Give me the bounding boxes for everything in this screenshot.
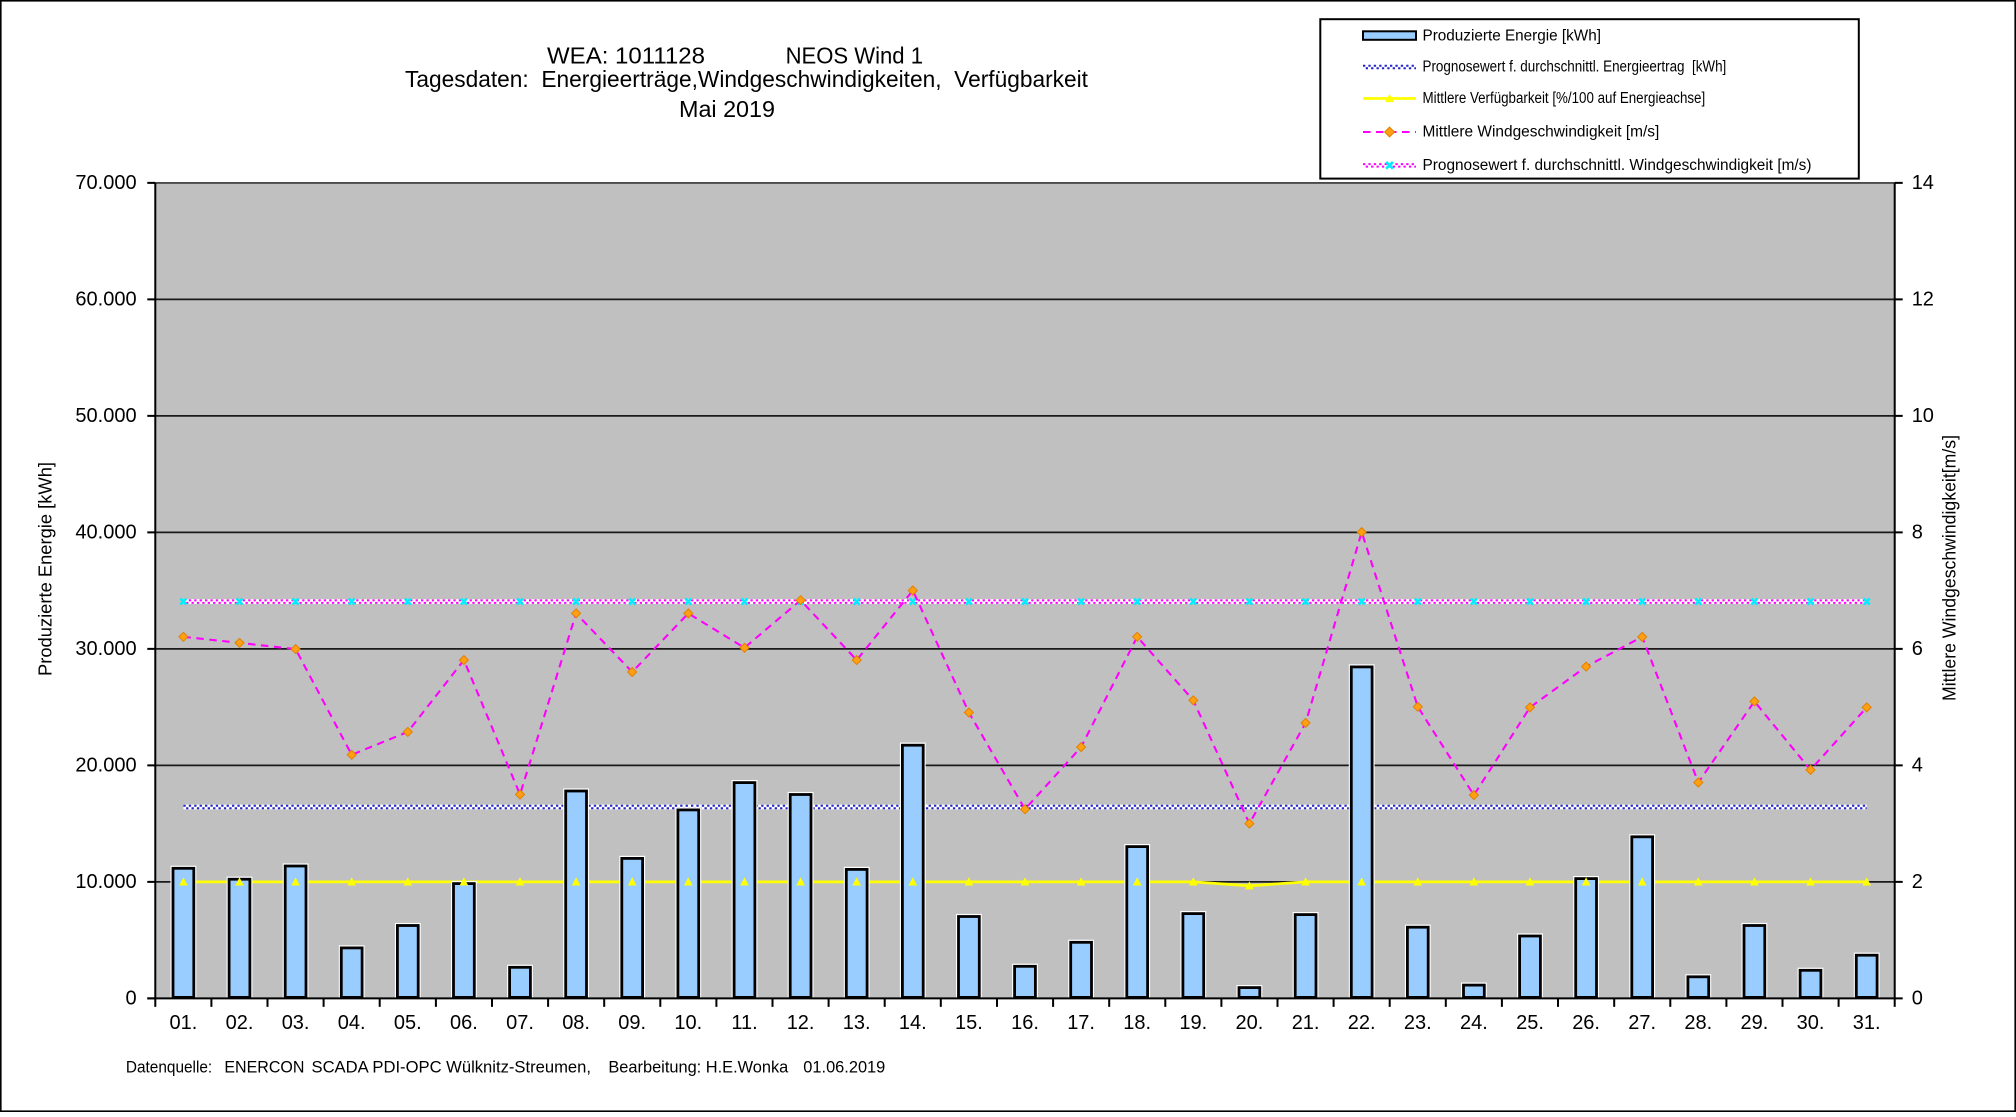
svg-text:11.: 11. xyxy=(731,1012,757,1034)
svg-text:30.000: 30.000 xyxy=(75,638,136,660)
svg-text:06.: 06. xyxy=(450,1012,478,1034)
svg-text:07.: 07. xyxy=(506,1012,534,1034)
svg-text:70.000: 70.000 xyxy=(75,172,136,194)
svg-text:6: 6 xyxy=(1912,638,1923,660)
svg-text:Tagesdaten: Energieerträge,Wi: Tagesdaten: Energieerträge,Windgeschwind… xyxy=(405,66,1089,92)
svg-text:15.: 15. xyxy=(955,1012,983,1034)
svg-text:23.: 23. xyxy=(1404,1012,1432,1034)
svg-text:30.: 30. xyxy=(1797,1012,1825,1034)
svg-text:2: 2 xyxy=(1912,871,1923,893)
svg-text:21.: 21. xyxy=(1292,1012,1320,1034)
svg-text:08.: 08. xyxy=(562,1012,590,1034)
svg-text:Prognosewert f. durchschnittl.: Prognosewert f. durchschnittl. Energieer… xyxy=(1423,59,1727,76)
svg-text:01.: 01. xyxy=(169,1012,197,1034)
svg-text:16.: 16. xyxy=(1011,1012,1039,1034)
svg-text:25.: 25. xyxy=(1516,1012,1544,1034)
svg-text:18.: 18. xyxy=(1123,1012,1151,1034)
svg-text:10: 10 xyxy=(1912,405,1934,427)
svg-text:Mittlere Windgeschwindigkeit[m: Mittlere Windgeschwindigkeit[m/s] xyxy=(1940,435,1960,701)
svg-text:0: 0 xyxy=(1912,987,1923,1009)
svg-text:10.: 10. xyxy=(674,1012,702,1034)
svg-text:0: 0 xyxy=(125,987,136,1009)
svg-text:Prognosewert f. durchschnittl.: Prognosewert f. durchschnittl. Windgesch… xyxy=(1423,157,1812,174)
svg-text:03.: 03. xyxy=(282,1012,310,1034)
svg-text:4: 4 xyxy=(1912,754,1923,776)
svg-text:12.: 12. xyxy=(787,1012,815,1034)
svg-text:60.000: 60.000 xyxy=(75,288,136,310)
svg-text:29.: 29. xyxy=(1740,1012,1768,1034)
svg-text:Produzierte Energie [kWh]: Produzierte Energie [kWh] xyxy=(36,462,56,676)
svg-text:Mittlere Verfügbarkeit [%/100: Mittlere Verfügbarkeit [%/100 auf Energi… xyxy=(1423,90,1706,107)
svg-text:14: 14 xyxy=(1912,172,1934,194)
svg-text:14.: 14. xyxy=(899,1012,927,1034)
svg-text:50.000: 50.000 xyxy=(75,405,136,427)
svg-text:10.000: 10.000 xyxy=(75,871,136,893)
svg-text:40.000: 40.000 xyxy=(75,521,136,543)
svg-text:19.: 19. xyxy=(1179,1012,1207,1034)
svg-text:04.: 04. xyxy=(338,1012,366,1034)
svg-text:12: 12 xyxy=(1912,288,1934,310)
svg-text:Mittlere Windgeschwindigkeit [: Mittlere Windgeschwindigkeit [m/s] xyxy=(1423,124,1660,141)
svg-text:26.: 26. xyxy=(1572,1012,1600,1034)
svg-text:Mai 2019: Mai 2019 xyxy=(679,96,775,122)
svg-text:Produzierte Energie [kWh]: Produzierte Energie [kWh] xyxy=(1423,28,1602,45)
svg-text:22.: 22. xyxy=(1348,1012,1376,1034)
svg-text:20.: 20. xyxy=(1235,1012,1263,1034)
svg-text:17.: 17. xyxy=(1067,1012,1095,1034)
svg-text:31.: 31. xyxy=(1853,1012,1881,1034)
svg-text:20.000: 20.000 xyxy=(75,754,136,776)
svg-text:8: 8 xyxy=(1912,521,1923,543)
svg-text:05.: 05. xyxy=(394,1012,422,1034)
svg-text:28.: 28. xyxy=(1684,1012,1712,1034)
svg-text:09.: 09. xyxy=(618,1012,646,1034)
svg-text:27.: 27. xyxy=(1628,1012,1656,1034)
svg-text:02.: 02. xyxy=(226,1012,254,1034)
svg-text:24.: 24. xyxy=(1460,1012,1488,1034)
svg-text:13.: 13. xyxy=(843,1012,871,1034)
